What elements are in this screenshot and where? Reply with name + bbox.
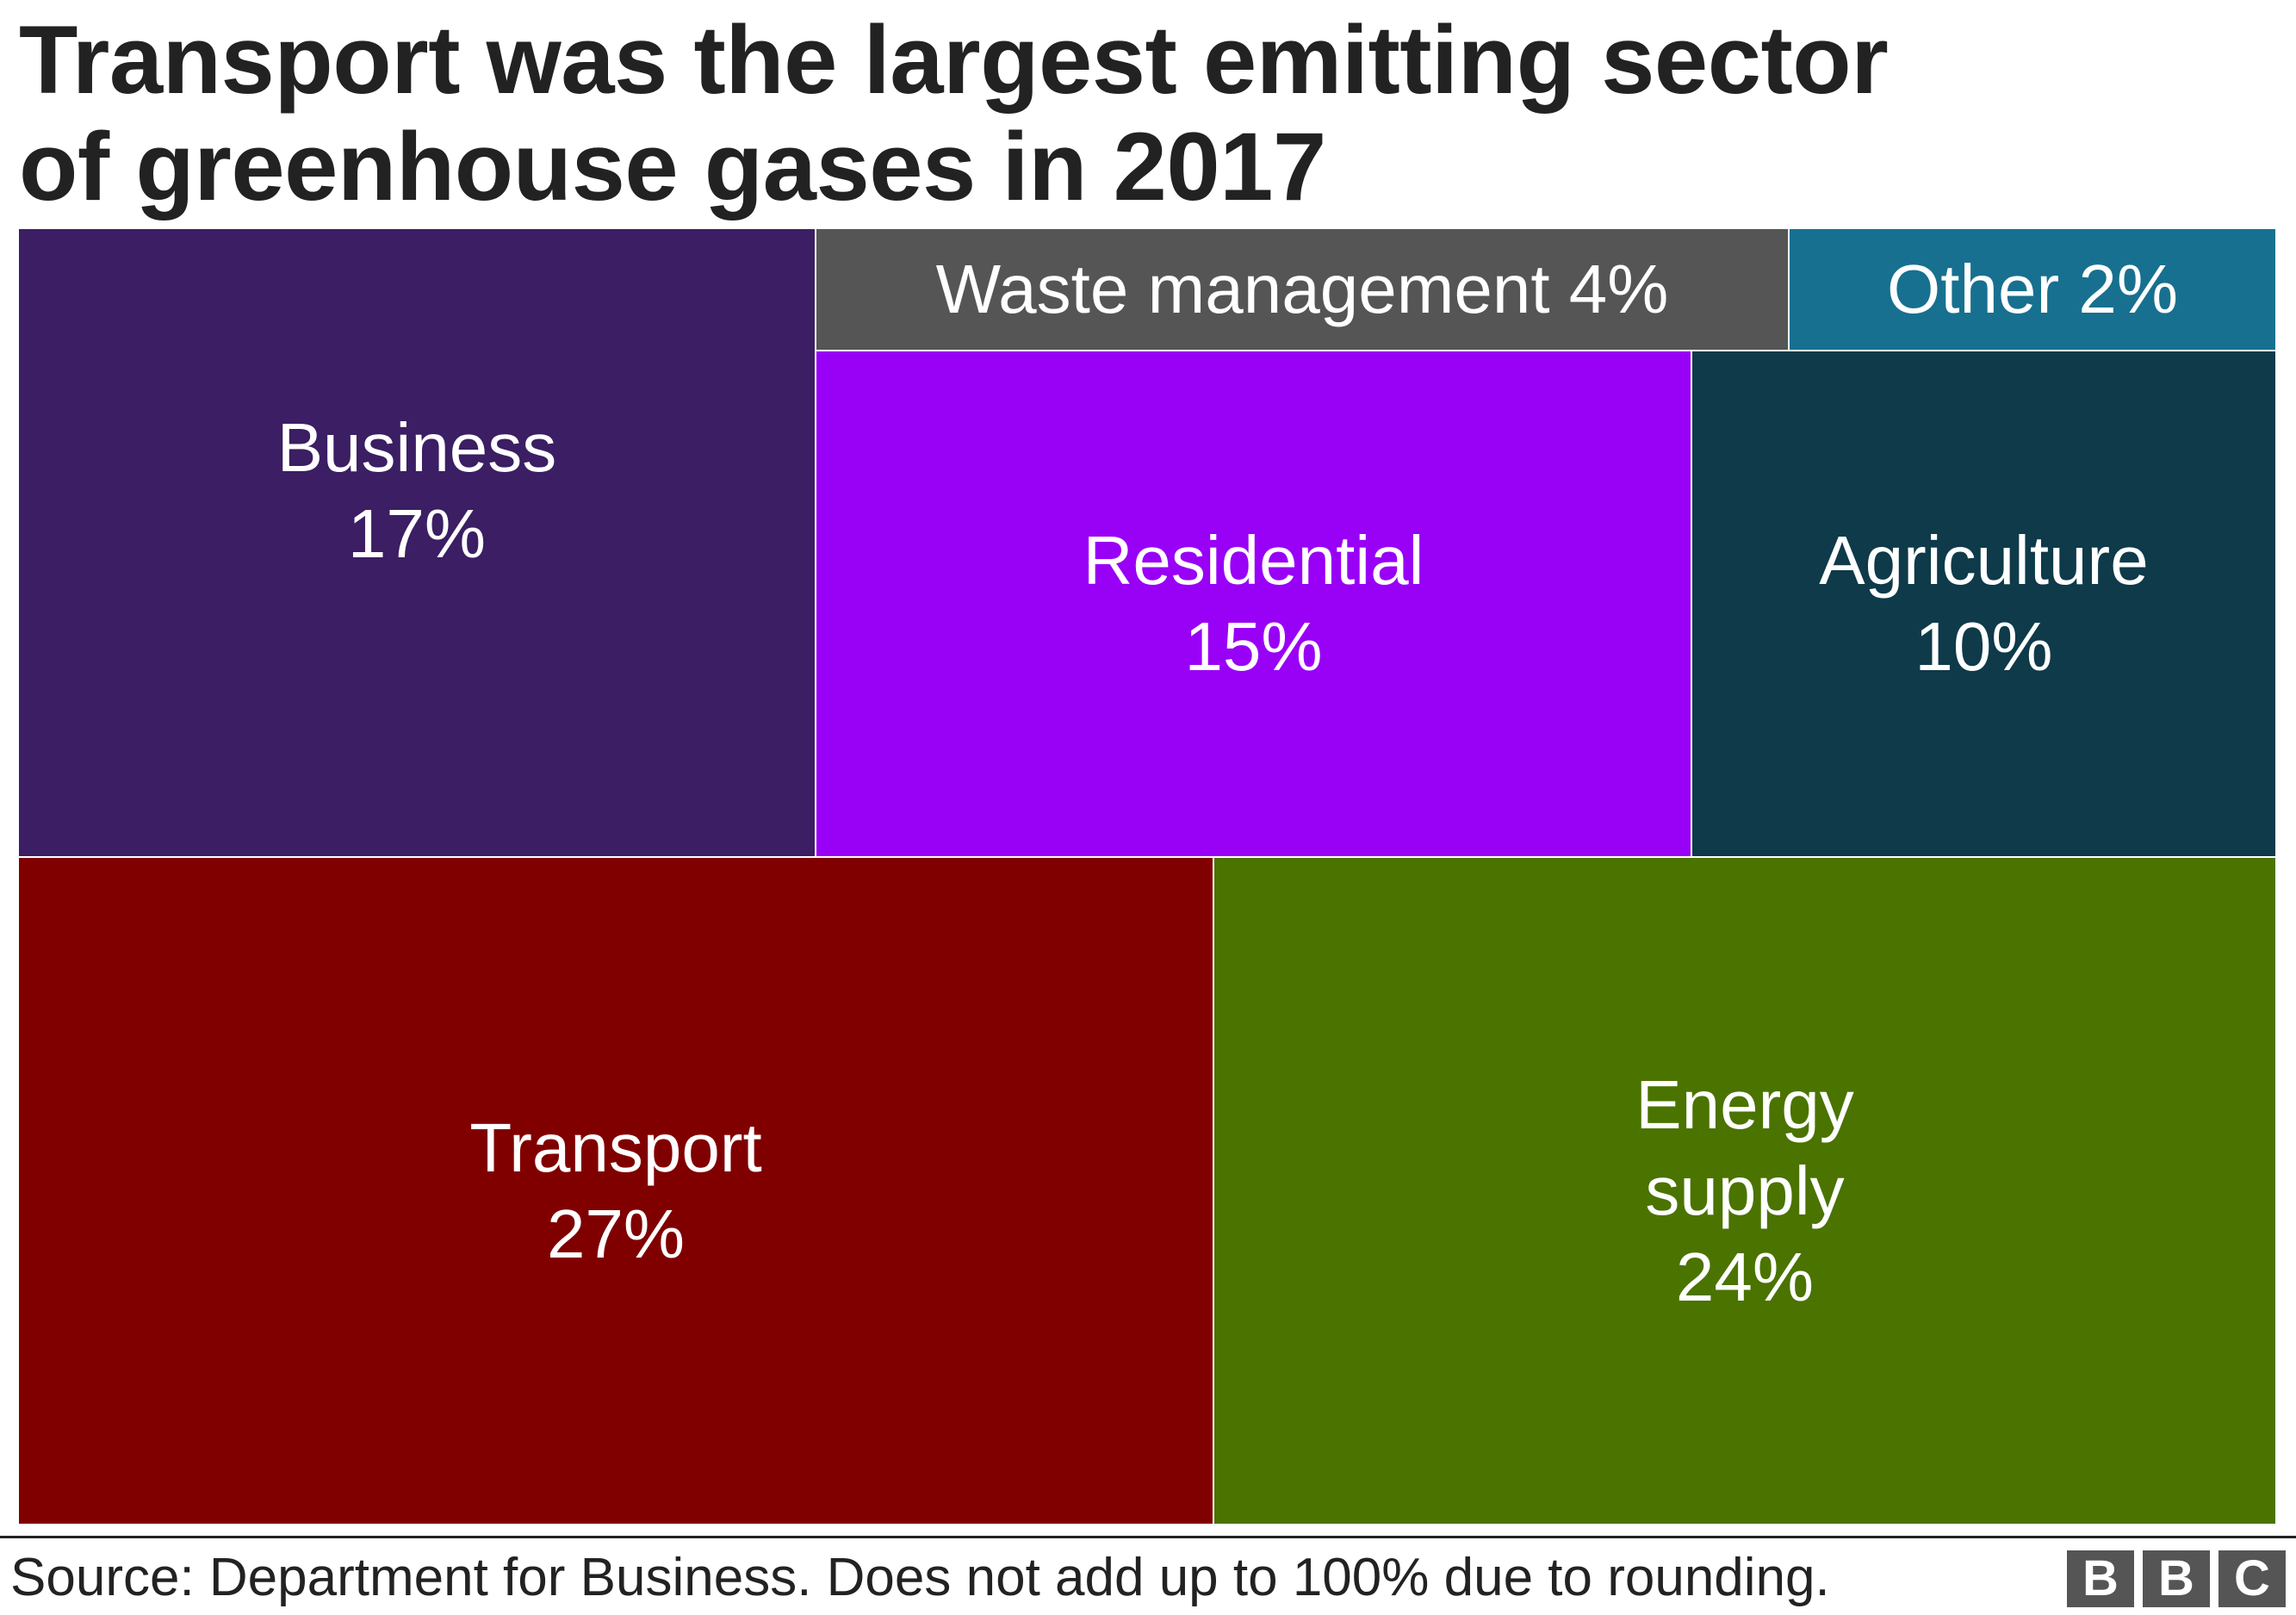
treemap-tile-residential: Residential 15% <box>816 351 1692 858</box>
treemap-label-line: Energy <box>1635 1065 1854 1143</box>
treemap-label-line: Other 2% <box>1887 251 2178 327</box>
treemap-label-energy-supply: Energy supply 24% <box>1635 1062 1853 1320</box>
treemap-label-line: Agriculture <box>1819 522 2149 599</box>
treemap-label-waste-management: Waste management 4% <box>936 255 1669 324</box>
treemap-label-line: Waste management 4% <box>935 251 1669 327</box>
treemap-tile-other: Other 2% <box>1790 229 2277 351</box>
bbc-logo-letter-2: B <box>2143 1550 2210 1607</box>
treemap-label-business: Business 17% <box>277 405 557 577</box>
treemap-label-line: 10% <box>1914 608 2053 685</box>
treemap-tile-business: Business 17% <box>19 229 816 858</box>
treemap-label-line: Residential <box>1083 522 1424 599</box>
footer-divider <box>0 1536 2296 1538</box>
treemap-label-transport: Transport 27% <box>469 1105 761 1277</box>
treemap-label-line: Business <box>276 409 557 486</box>
treemap-chart: Business 17% Waste management 4% Other 2% Re… <box>19 229 2277 1525</box>
treemap-label-line: 24% <box>1675 1238 1815 1315</box>
treemap-label-line: Transport <box>469 1109 762 1186</box>
chart-title-line-2: of greenhouse gases in 2017 <box>19 113 1326 221</box>
bbc-logo: B B C <box>2067 1550 2286 1607</box>
treemap-label-other: Other 2% <box>1887 255 2178 324</box>
treemap-label-line: 17% <box>347 495 487 572</box>
treemap-tile-transport: Transport 27% <box>19 858 1214 1525</box>
chart-title-line-1: Transport was the largest emitting secto… <box>19 6 1889 114</box>
treemap-tile-waste-management: Waste management 4% <box>816 229 1790 351</box>
bbc-logo-letter-3: C <box>2218 1550 2286 1607</box>
chart-title: Transport was the largest emitting secto… <box>19 7 2258 221</box>
treemap-label-line: 27% <box>546 1195 686 1272</box>
treemap-tile-agriculture: Agriculture 10% <box>1692 351 2277 858</box>
source-note: Source: Department for Business. Does no… <box>10 1548 1830 1607</box>
treemap-label-residential: Residential 15% <box>1083 518 1424 690</box>
treemap-label-agriculture: Agriculture 10% <box>1819 518 2148 690</box>
bbc-logo-letter-1: B <box>2067 1550 2134 1607</box>
treemap-label-line: supply <box>1645 1152 1845 1229</box>
treemap-label-line: 15% <box>1184 608 1323 685</box>
treemap-tile-energy-supply: Energy supply 24% <box>1214 858 2277 1525</box>
